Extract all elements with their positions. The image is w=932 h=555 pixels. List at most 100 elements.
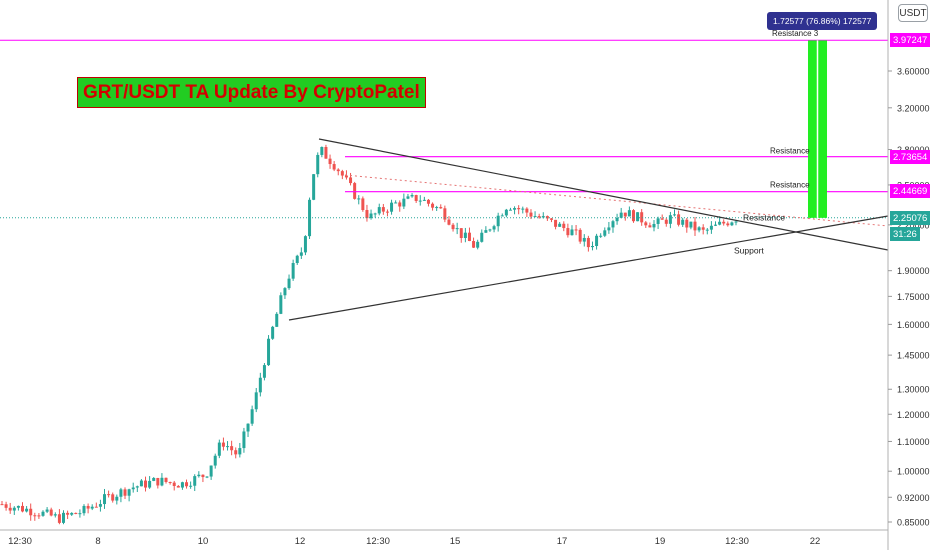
candle-body [558,223,562,227]
candle-body [545,216,549,219]
candle-body [164,477,168,482]
candle-body [139,480,143,487]
candle-body [349,177,353,184]
candle-body [209,465,213,477]
candle-body [476,241,480,248]
candle-body [496,215,500,227]
candle-body [238,448,242,455]
candle-body [94,506,98,508]
candle-body [480,232,484,242]
candle-body [328,158,332,165]
candle-body [718,221,722,225]
candle-body [336,169,340,172]
candle-body [123,489,127,496]
price-tick-label: 3.20000 [897,103,930,113]
price-tick-label: 1.00000 [897,467,930,477]
candle-body [668,215,672,224]
time-tick-label: 12:30 [8,536,32,547]
candle-body [25,508,29,512]
candle-body [205,476,209,478]
candle-body [111,494,115,501]
candle-body [160,477,164,486]
price-tick-label: 2.20000 [897,220,930,230]
candle-body [709,225,713,230]
candle-body [730,222,734,226]
candle-body [291,263,295,279]
candle-body [726,223,730,226]
candle-body [369,213,373,219]
candle-body [275,313,279,327]
time-tick-label: 10 [198,536,209,547]
candle-body [213,455,217,466]
candle-body [33,515,37,517]
candle-body [599,235,603,237]
candle-body [168,481,172,483]
candle-body [693,221,697,231]
candle-body [107,494,111,496]
price-axis-bg [888,0,932,550]
candle-body [176,485,180,488]
candle-body [439,207,443,209]
candle-body [385,211,389,213]
candle-body [615,217,619,222]
candle-body [611,221,615,228]
support-trendline [288,215,889,321]
candle-body [271,326,275,339]
price-tick-label: 0.85000 [897,518,930,528]
candle-body [156,477,160,486]
candle-body [467,232,471,242]
candle-body [504,209,508,216]
title-banner: GRT/USDT TA Update By CryptoPatel [77,77,426,108]
candle-body [320,147,324,155]
time-tick-label: 12:30 [366,536,390,547]
candle-body [410,195,414,197]
price-tick-label: 3.60000 [897,67,930,77]
drawings-layer: Resistance 3 Resistance Resistance Resistan… [0,29,889,321]
resistance-1-label: Resistance [770,181,810,190]
candle-body [254,392,258,410]
candle-body [86,505,90,509]
currency-badge[interactable]: USDT [898,4,928,22]
resistance-trend-label: Resistance [743,213,785,223]
candle-body [586,237,590,248]
candle-body [258,377,262,393]
candle-body [631,210,635,222]
candle-body [361,198,365,211]
candle-body [152,477,156,481]
candle-body [402,198,406,207]
candle-body [734,221,738,223]
candle-body [197,474,201,477]
candle-body [70,512,74,515]
candle-body [705,229,709,231]
candle-body [193,476,197,486]
price-tag-resistance-3: 3.97247 [890,33,931,47]
time-tick-label: 17 [557,536,568,547]
candle-body [463,232,467,238]
candle-body [722,221,726,224]
price-tag-current: 2.25076 [890,211,931,225]
candle-body [262,365,266,378]
candle-body [365,210,369,219]
candle-body [381,207,385,212]
candle-body [98,504,102,507]
candle-body [82,505,86,514]
candle-body [66,512,70,515]
candle-body [312,174,316,200]
candle-body [16,505,20,508]
candle-body [426,199,430,204]
candles-layer [0,144,738,525]
candle-body [0,504,4,506]
candle-body [431,203,435,208]
candle-body [566,228,570,236]
price-tick-label: 1.75000 [897,292,930,302]
time-tick-label: 12:30 [725,536,749,547]
candle-body [500,215,504,217]
candle-body [459,228,463,238]
candle-body [677,214,681,225]
candle-body [435,207,439,209]
candle-body [451,224,455,230]
candle-body [455,228,459,230]
candle-body [652,223,656,228]
